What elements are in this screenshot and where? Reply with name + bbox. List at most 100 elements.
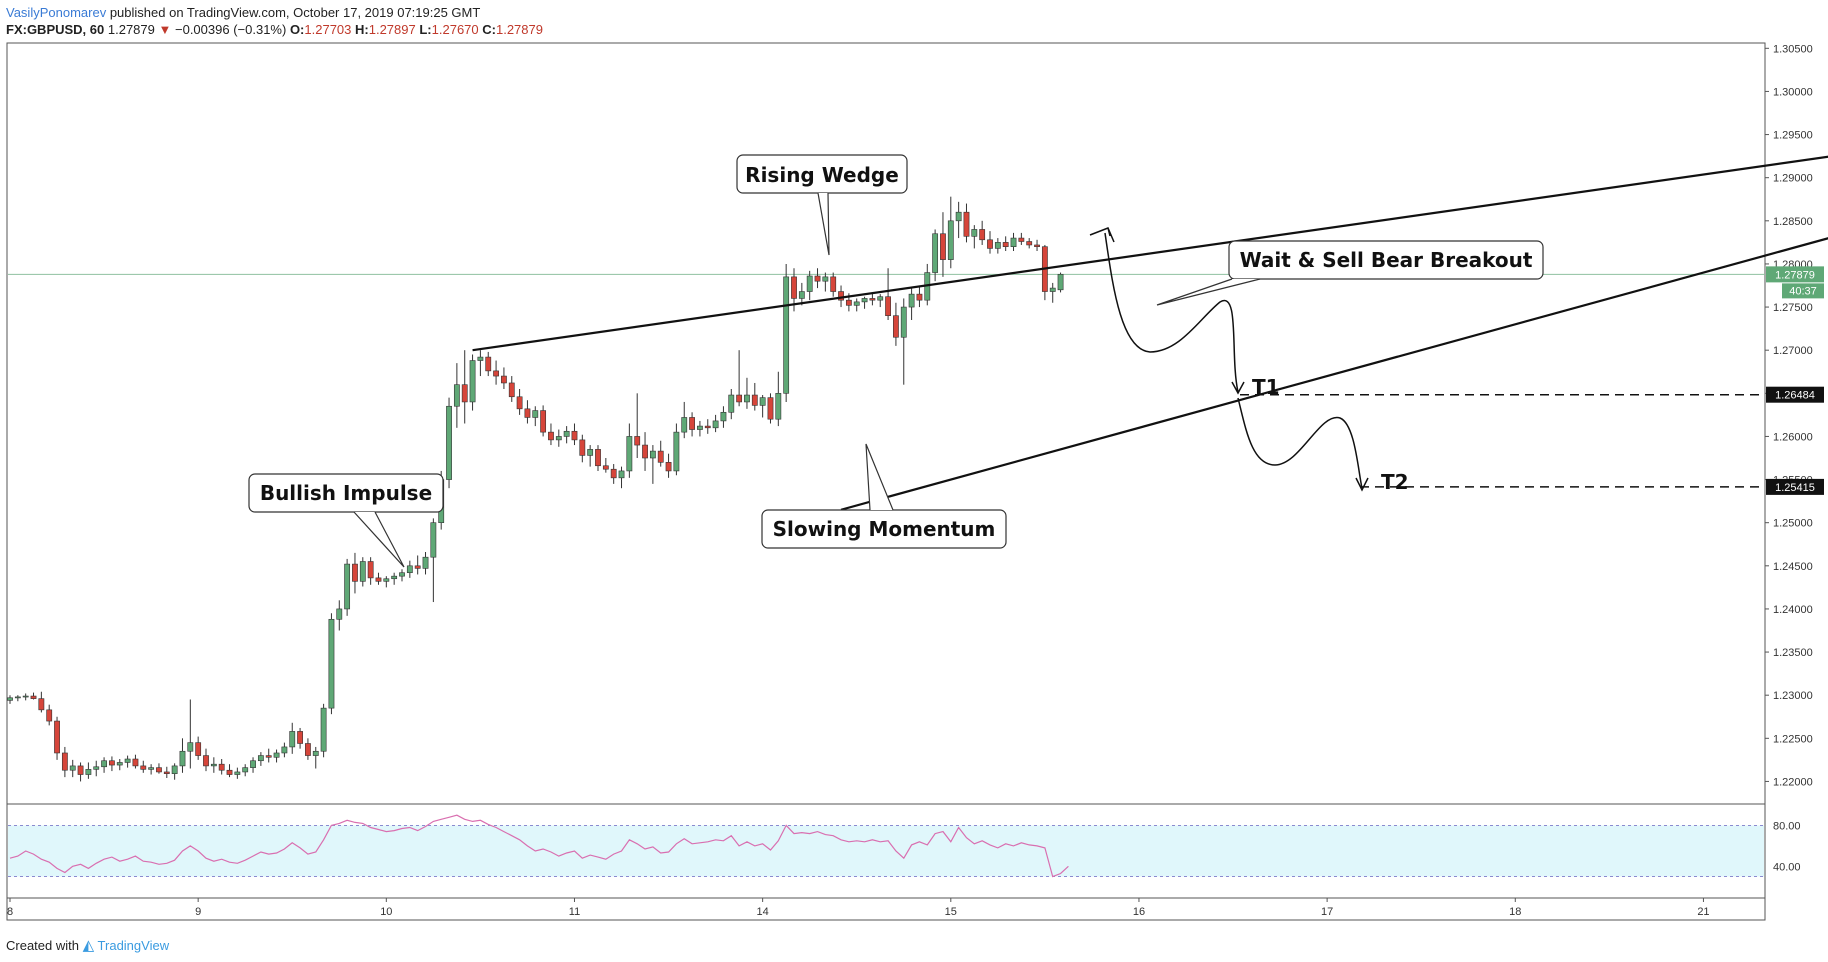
candle-body (822, 276, 829, 282)
candle-body (250, 760, 256, 768)
candle-body (85, 769, 92, 775)
candle-body (885, 296, 891, 316)
candle-body (704, 425, 711, 429)
candle-body (979, 229, 986, 241)
candle-body (430, 522, 437, 558)
t1-price-value: 1.26484 (1775, 390, 1815, 402)
slowing-momentum-callout[interactable]: Slowing Momentum (761, 443, 1007, 549)
candle-body (869, 298, 876, 301)
bullish-impulse-callout[interactable]: Bullish Impulse (248, 473, 444, 568)
tradingview-logo-icon: ◭ (82, 937, 95, 954)
candle-body (54, 720, 60, 754)
t1-label: T1 (1252, 375, 1280, 399)
time-tick-label: 17 (1321, 906, 1333, 918)
author-link[interactable]: VasilyPonomarev (6, 5, 107, 20)
candle-body (681, 417, 688, 433)
candle-body (932, 233, 939, 273)
candle-body (571, 430, 578, 441)
rsi-band (8, 825, 1764, 877)
candle-body (30, 695, 37, 699)
pullback-arrow (1089, 227, 1115, 243)
slowing-momentum-label: Slowing Momentum (773, 517, 996, 541)
close-value: 1.27879 (495, 22, 543, 37)
publish-line: VasilyPonomarev published on TradingView… (6, 4, 543, 21)
candle-body (900, 306, 907, 338)
open-label: O: (289, 22, 305, 37)
candle-body (853, 301, 860, 306)
price-tick-label: 1.23000 (1773, 690, 1813, 702)
candle-body (814, 275, 821, 282)
time-tick-label: 8 (7, 906, 13, 918)
candle-body (289, 731, 296, 748)
candle-body (336, 608, 343, 620)
rising-wedge-callout[interactable]: Rising Wedge (736, 154, 908, 256)
candle-body (775, 393, 782, 420)
price-tick-label: 1.30000 (1773, 86, 1813, 98)
price-tick-label: 1.24500 (1773, 561, 1813, 573)
candle-body (312, 750, 319, 756)
price-axis: 1.305001.300001.295001.290001.285001.280… (1765, 43, 1813, 788)
ohlc-line: FX:GBPUSD, 60 1.27879 ▼ −0.00396 (−0.31%… (6, 21, 543, 38)
wedge-upper-trendline[interactable] (472, 143, 1828, 352)
high-label: H: (355, 22, 369, 37)
price-tick-label: 1.29000 (1773, 173, 1813, 185)
current-price-value: 1.27879 (1775, 269, 1815, 281)
candle-body (69, 765, 76, 771)
high-value: 1.27897 (368, 22, 416, 37)
projection-path-1 (1104, 232, 1245, 395)
candle-body (116, 762, 123, 766)
candle-body (140, 765, 147, 770)
rsi-axis: 80.00 40.00 (1773, 820, 1801, 873)
candle-body (783, 276, 790, 394)
candle-body (508, 382, 515, 398)
candle-body (297, 731, 303, 744)
price-tick-label: 1.22500 (1773, 733, 1813, 745)
candle-body (798, 291, 805, 299)
candle-body (516, 396, 523, 410)
candle-body (257, 755, 264, 762)
candle-body (477, 356, 484, 361)
candle-body (210, 763, 217, 767)
time-tick-label: 10 (380, 906, 392, 918)
candle-body (281, 746, 288, 754)
candle-body (587, 449, 594, 456)
candle-body (187, 742, 194, 752)
candle-body (328, 618, 335, 709)
candle-body (383, 578, 390, 582)
candle-body (305, 743, 311, 756)
tradingview-brand-link[interactable]: TradingView (97, 938, 170, 953)
price-tick-label: 1.24000 (1773, 604, 1813, 616)
candle-body (602, 465, 609, 470)
projection-path-2 (1237, 397, 1369, 492)
candle-body (414, 565, 421, 569)
candle-body (273, 752, 280, 758)
t1-price-tag: 1.26484 (1766, 386, 1824, 403)
candle-body (352, 563, 358, 582)
wait-sell-callout[interactable]: Wait & Sell Bear Breakout (1156, 240, 1544, 306)
candle-body (673, 431, 680, 472)
candle-body (540, 410, 547, 433)
candle-body (501, 375, 507, 384)
low-label: L: (419, 22, 432, 37)
candle-body (642, 444, 648, 459)
candle-body (461, 384, 468, 403)
candles-group (7, 196, 1064, 782)
candle-body (493, 370, 499, 377)
time-tick-label: 21 (1697, 906, 1709, 918)
rsi-tick-label: 80.00 (1773, 820, 1801, 832)
open-value: 1.27703 (304, 22, 352, 37)
candle-body (93, 766, 100, 770)
candle-body (46, 709, 53, 722)
candle-body (101, 760, 107, 768)
created-with-label: Created with (6, 938, 79, 953)
candle-body (61, 752, 68, 771)
wedge-lower-trendline[interactable] (840, 208, 1828, 511)
chart-header: VasilyPonomarev published on TradingView… (6, 4, 543, 38)
candle-body (626, 436, 633, 472)
candle-body (751, 394, 758, 406)
candle-body (469, 360, 476, 403)
candle-body (344, 563, 351, 610)
candle-body (422, 556, 429, 569)
candle-body (1026, 241, 1033, 246)
